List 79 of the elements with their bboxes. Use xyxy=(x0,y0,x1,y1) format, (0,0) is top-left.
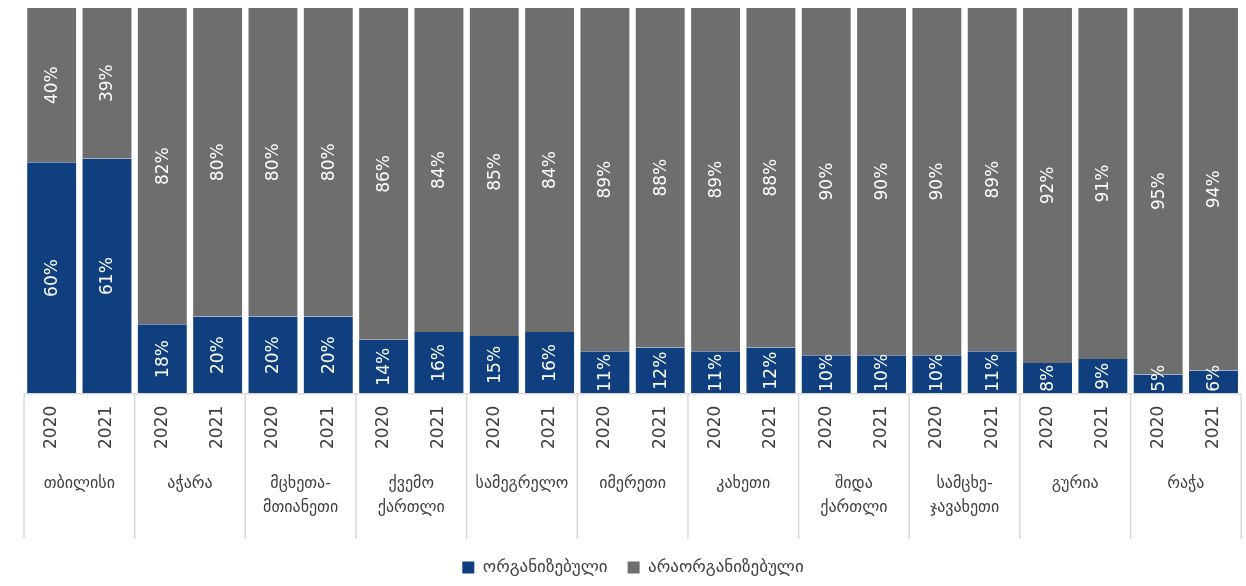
data-label: 86% xyxy=(373,154,394,193)
x-tick-label: 2020 xyxy=(925,405,946,449)
text: სამცხე-ჯავახეთი xyxy=(929,472,1000,516)
data-label: 39% xyxy=(96,64,117,103)
data-label: 82% xyxy=(151,147,172,186)
x-tick-label: 2021 xyxy=(95,405,116,449)
x-tick-label: 2020 xyxy=(150,405,171,449)
data-label: 16% xyxy=(539,343,560,382)
data-label: 88% xyxy=(649,158,670,197)
data-label: 40% xyxy=(41,66,62,105)
x-tick-label: 2020 xyxy=(261,405,282,449)
x-tick-label: 2021 xyxy=(1091,405,1112,449)
data-label: 89% xyxy=(594,160,615,199)
x-tick-label: 2021 xyxy=(759,405,780,449)
text: შიდა ქართლი xyxy=(820,472,888,516)
x-tick-label: 2020 xyxy=(814,405,835,449)
data-label: 6% xyxy=(1202,364,1223,392)
x-tick-label: 2020 xyxy=(1035,405,1056,449)
x-tick-label: 2020 xyxy=(482,405,503,449)
data-label: 94% xyxy=(1202,170,1223,209)
data-label: 80% xyxy=(262,143,283,182)
data-label: 12% xyxy=(649,351,670,390)
data-label: 16% xyxy=(428,343,449,382)
x-tick-label: 2021 xyxy=(538,405,559,449)
data-label: 10% xyxy=(815,353,836,392)
data-label: 88% xyxy=(760,158,781,197)
text: იმერეთი xyxy=(599,472,666,492)
data-label: 10% xyxy=(926,353,947,392)
data-label: 90% xyxy=(926,162,947,201)
x-tick-label: 2020 xyxy=(704,405,724,449)
data-label: 89% xyxy=(705,160,725,199)
text: სამეგრელო xyxy=(475,472,569,492)
data-label: 14% xyxy=(373,347,394,386)
data-label: 15% xyxy=(483,345,504,384)
x-tick-label: 2021 xyxy=(1201,405,1222,449)
text: მცხეთა-მთიანეთი xyxy=(263,472,339,516)
data-label: 11% xyxy=(705,353,725,392)
x-tick-label: 2020 xyxy=(1146,405,1167,449)
x-tick-label: 2020 xyxy=(372,405,393,449)
text: თბილისი xyxy=(43,472,115,492)
text: რაჭა xyxy=(1167,472,1205,492)
data-label: 8% xyxy=(1036,364,1057,392)
data-label: 20% xyxy=(262,336,283,375)
data-label: 95% xyxy=(1147,172,1168,211)
legend-label: არაორგანიზებული xyxy=(648,555,804,576)
data-label: 90% xyxy=(870,162,891,201)
legend-label: ორგანიზებული xyxy=(482,555,608,576)
data-label: 9% xyxy=(1092,362,1113,390)
text: ქვემო ქართლი xyxy=(377,472,445,516)
data-label: 92% xyxy=(1036,166,1057,205)
x-tick-label: 2021 xyxy=(980,405,1001,449)
data-label: 80% xyxy=(207,143,228,182)
data-label: 5% xyxy=(1147,364,1168,392)
x-tick-label: 2021 xyxy=(427,405,448,449)
data-label: 80% xyxy=(317,143,338,182)
data-label: 85% xyxy=(483,153,504,191)
data-label: 60% xyxy=(41,259,62,297)
data-label: 18% xyxy=(151,340,172,378)
data-label: 89% xyxy=(981,160,1002,199)
x-tick-label: 2020 xyxy=(40,405,61,449)
x-tick-label: 2020 xyxy=(593,405,614,449)
x-tick-label: 2021 xyxy=(316,405,337,449)
text: კახეთი xyxy=(716,472,771,492)
x-tick-label: 2021 xyxy=(648,405,669,449)
data-label: 12% xyxy=(760,351,781,390)
data-label: 11% xyxy=(981,353,1002,392)
x-tick-label: 2021 xyxy=(206,405,227,449)
data-label: 84% xyxy=(428,151,449,189)
data-label: 11% xyxy=(594,353,615,392)
data-label: 20% xyxy=(317,336,338,375)
data-label: 91% xyxy=(1092,164,1113,203)
data-label: 61% xyxy=(96,257,117,295)
data-label: 10% xyxy=(870,353,891,392)
data-label: 84% xyxy=(539,151,560,189)
text: აჭარა xyxy=(167,472,213,492)
data-label: 90% xyxy=(815,162,836,201)
text: გურია xyxy=(1051,472,1099,492)
data-label: 20% xyxy=(207,336,228,375)
x-tick-label: 2021 xyxy=(869,405,890,449)
